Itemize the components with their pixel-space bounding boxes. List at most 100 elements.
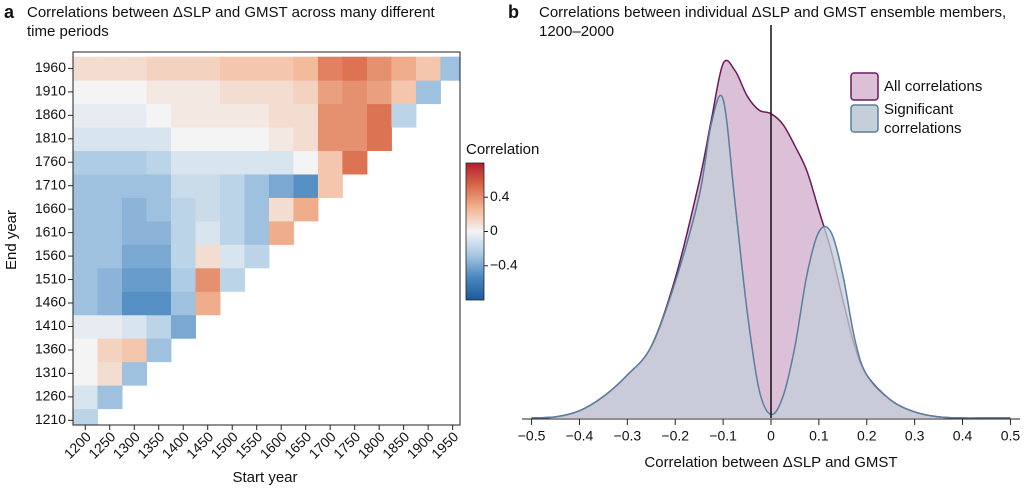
heatmap-cell: [195, 197, 221, 222]
x-tick-label: 1900: [404, 428, 437, 461]
heatmap-cell: [342, 80, 368, 105]
heatmap-cell: [415, 80, 441, 105]
heatmap-cell: [219, 56, 245, 81]
x-tick-label: −0.1: [709, 428, 737, 444]
x-tick-label: 1850: [379, 428, 412, 461]
heatmap-cell: [317, 80, 343, 105]
heatmap-cell: [73, 220, 98, 245]
heatmap-cell: [73, 56, 98, 81]
heatmap-cell: [195, 220, 221, 245]
heatmap-cell: [342, 150, 368, 175]
y-tick-label: 1960: [35, 59, 66, 75]
legend-swatch: [850, 104, 879, 133]
heatmap-cell: [121, 197, 147, 222]
heatmap-cell: [195, 267, 221, 292]
heatmap-cell: [97, 338, 123, 363]
heatmap-cell: [391, 103, 417, 128]
heatmap-cell: [121, 244, 147, 269]
heatmap-cell: [293, 173, 319, 198]
heatmap-cell: [219, 80, 245, 105]
x-tick-label: 0.2: [857, 428, 877, 444]
x-tick-label: −0.3: [614, 428, 642, 444]
x-tick-label: 0.3: [905, 428, 925, 444]
x-tick-label: 1350: [134, 428, 167, 461]
heatmap-cell: [146, 103, 172, 128]
heatmap-cell: [268, 197, 294, 222]
x-axis-label: Start year: [232, 469, 297, 486]
x-tick-label: 1550: [232, 428, 265, 461]
heatmap-cell: [317, 173, 343, 198]
y-tick-label: 1810: [35, 130, 66, 146]
heatmap-cell: [73, 291, 98, 316]
heatmap-cell: [146, 80, 172, 105]
heatmap-cell: [195, 150, 221, 175]
heatmap-cell: [170, 127, 196, 152]
chart-title: Correlations between ΔSLP and GMST acros…: [27, 4, 435, 40]
heatmap-cell: [97, 361, 123, 386]
heatmap-cell: [121, 291, 147, 316]
colorbar-tick-label: 0.4: [490, 188, 510, 204]
heatmap-cell: [293, 56, 319, 81]
legend-label: Significant correlations: [884, 101, 962, 137]
heatmap-cell: [73, 244, 98, 269]
heatmap-cell: [97, 244, 123, 269]
y-tick-label: 1560: [35, 247, 66, 263]
heatmap-cell: [317, 127, 343, 152]
heatmap-cell: [219, 103, 245, 128]
heatmap-cell: [293, 197, 319, 222]
heatmap-cell: [121, 173, 147, 198]
heatmap-cell: [317, 103, 343, 128]
heatmap-cell: [146, 338, 172, 363]
y-tick-label: 1860: [35, 106, 66, 122]
heatmap-cell: [244, 127, 270, 152]
x-tick-label: 0: [767, 428, 775, 444]
heatmap-cell: [121, 220, 147, 245]
x-tick-label: 1800: [355, 428, 388, 461]
heatmap-cell: [146, 150, 172, 175]
heatmap-cell: [97, 291, 123, 316]
heatmap-cell: [366, 103, 392, 128]
heatmap-cell: [73, 385, 98, 410]
heatmap-cell: [244, 173, 270, 198]
x-tick-label: −0.4: [566, 428, 594, 444]
heatmap-cell: [97, 173, 123, 198]
y-axis-label: End year: [3, 210, 20, 270]
y-tick-label: 1660: [35, 200, 66, 216]
heatmap-cell: [293, 80, 319, 105]
heatmap-cell: [170, 220, 196, 245]
heatmap-cell: [195, 291, 221, 316]
heatmap-cell: [440, 56, 460, 81]
heatmap-cell: [146, 314, 172, 339]
heatmap-cell: [219, 150, 245, 175]
x-tick-label: 1950: [428, 428, 461, 461]
heatmap-cell: [195, 56, 221, 81]
heatmap-cell: [342, 103, 368, 128]
heatmap-cell: [244, 80, 270, 105]
heatmap-cell: [97, 103, 123, 128]
heatmap-cell: [97, 56, 123, 81]
heatmap-cell: [73, 80, 98, 105]
heatmap-cell: [342, 127, 368, 152]
y-tick-label: 1310: [35, 364, 66, 380]
legend-label: All correlations: [884, 78, 983, 95]
x-tick-label: 0.4: [953, 428, 973, 444]
heatmap-cell: [195, 127, 221, 152]
x-tick-label: 1700: [306, 428, 339, 461]
heatmap-cell: [170, 56, 196, 81]
heatmap-cell: [391, 56, 417, 81]
x-tick-label: −0.2: [661, 428, 689, 444]
heatmap-cell: [366, 80, 392, 105]
heatmap-cell: [121, 361, 147, 386]
colorbar-tick-label: 0: [490, 222, 498, 238]
plot-frame: [72, 51, 461, 426]
heatmap-cell: [391, 80, 417, 105]
heatmap-cell: [146, 197, 172, 222]
x-tick-label: 0.1: [809, 428, 829, 444]
heatmap-cell: [219, 267, 245, 292]
heatmap-cell: [97, 314, 123, 339]
heatmap-cell: [146, 220, 172, 245]
heatmap-cell: [170, 291, 196, 316]
heatmap-cell: [268, 150, 294, 175]
